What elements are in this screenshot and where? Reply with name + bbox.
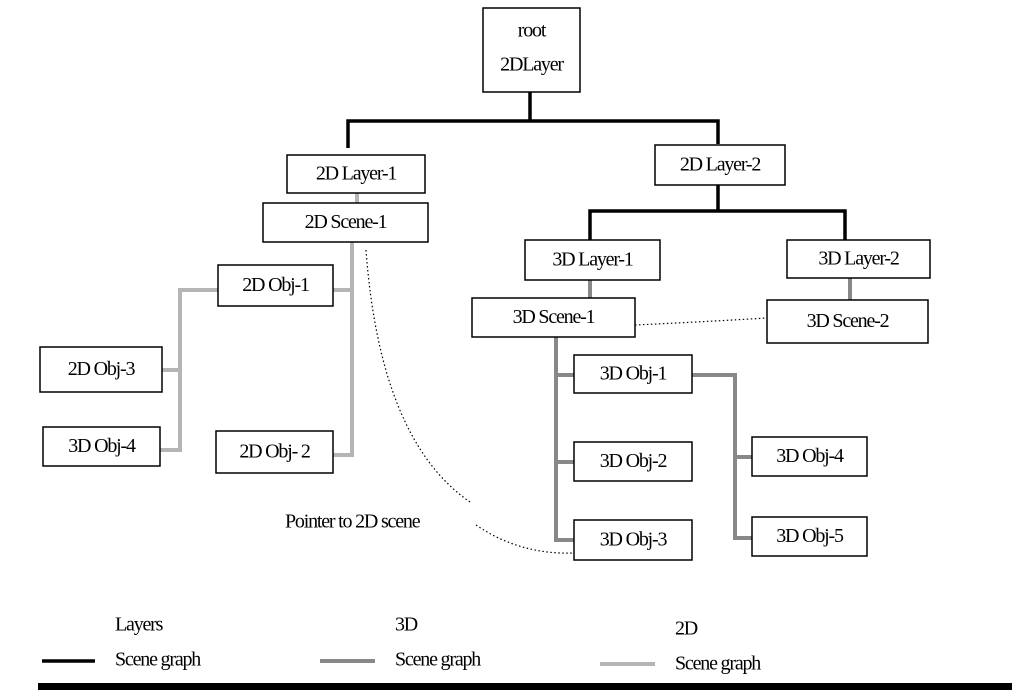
node-box	[215, 430, 334, 474]
legend-title: Layers	[115, 614, 164, 636]
scene2d-edges	[160, 193, 359, 457]
legend: Layers Scene graph 3D Scene graph 2D Sce…	[42, 614, 762, 675]
node-label: 3D Scene-1	[513, 306, 595, 328]
node-box	[217, 264, 334, 307]
legend-label: Scene graph	[675, 653, 761, 675]
node-box	[751, 516, 868, 557]
annotation: Pointer to 2D scene	[285, 511, 421, 533]
nodes: root 2DLayer 2D Layer-1 2D Scene-1 2D Layer-…	[39, 7, 931, 561]
node-label: 2D Obj-1	[242, 274, 309, 296]
node-label: 3D Obj-4	[776, 445, 844, 467]
node-label: 2D Obj-3	[68, 358, 136, 380]
node-box	[524, 239, 661, 281]
node-box	[573, 354, 693, 394]
node-label: root	[518, 20, 547, 42]
node-box	[573, 441, 693, 482]
node-label: 3D Scene-2	[807, 310, 889, 332]
node-label: 2DLayer	[500, 54, 564, 76]
node-label: 3D Obj-3	[600, 529, 668, 551]
connectors	[160, 92, 852, 554]
bottom-rule	[38, 683, 1012, 690]
node-box	[573, 519, 693, 561]
legend-title: 3D	[395, 614, 418, 636]
pointer-line	[475, 524, 575, 554]
legend-title: 2D	[675, 618, 698, 640]
node-label: 3D Obj-1	[600, 363, 667, 385]
node-box	[471, 297, 636, 338]
node-box	[654, 144, 786, 186]
pointer-line	[634, 317, 768, 326]
node-label: 2D Layer-1	[316, 163, 397, 185]
node-box	[262, 202, 429, 243]
node-label: 2D Scene-1	[305, 211, 387, 233]
node-box	[39, 346, 163, 393]
pointer-line	[365, 249, 471, 503]
legend-label: Scene graph	[395, 649, 481, 671]
legend-label: Scene graph	[115, 649, 201, 671]
node-box	[751, 436, 868, 477]
node-box	[286, 154, 426, 194]
node-label: 2D Layer-2	[680, 154, 761, 176]
node-box	[482, 7, 581, 93]
node-label: 3D Obj-2	[600, 450, 667, 472]
node-label: 3D Obj-4	[68, 435, 136, 457]
node-box	[42, 426, 161, 467]
layer-edges	[346, 92, 847, 240]
node-box	[786, 239, 931, 279]
node-label: 3D Obj-5	[776, 525, 844, 547]
node-label: 2D Obj- 2	[239, 441, 310, 463]
node-box	[766, 299, 929, 344]
node-label: 3D Layer-2	[818, 248, 899, 270]
node-label: 3D Layer-1	[552, 249, 633, 271]
scene3d-edges	[554, 278, 852, 542]
